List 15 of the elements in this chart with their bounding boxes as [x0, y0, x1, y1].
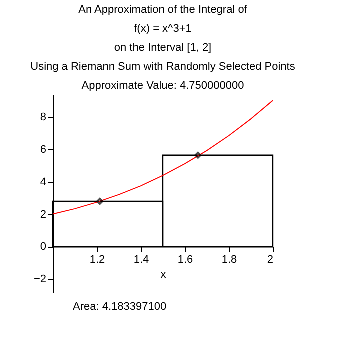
y-tick-label: 2	[40, 208, 46, 221]
x-tick-label: 2	[267, 254, 274, 266]
text: Area: 4.183397100	[73, 301, 167, 313]
y-tick-label: 8	[40, 111, 46, 124]
line-series	[52, 100, 274, 215]
x-tick-label: 1.6	[178, 254, 194, 266]
y-tick-label: 0	[40, 241, 46, 254]
chart-title: An Approximation of the Integral of f(x) = x^3+1 on the Interval [1, 2] Using a Riemann Sum with Randomly Selected Points Approximate Value: 4.750000000	[30, 4, 296, 92]
x-tick-label: 1.8	[222, 254, 238, 266]
y-tick-label: 6	[40, 144, 46, 156]
y-tick-label: 4	[40, 176, 46, 188]
x-axis-title: x	[160, 269, 167, 282]
y-tick-label: −2	[34, 274, 46, 286]
x-tick-label: 1.4	[134, 254, 150, 266]
x-tick-label: 1.2	[90, 254, 106, 266]
